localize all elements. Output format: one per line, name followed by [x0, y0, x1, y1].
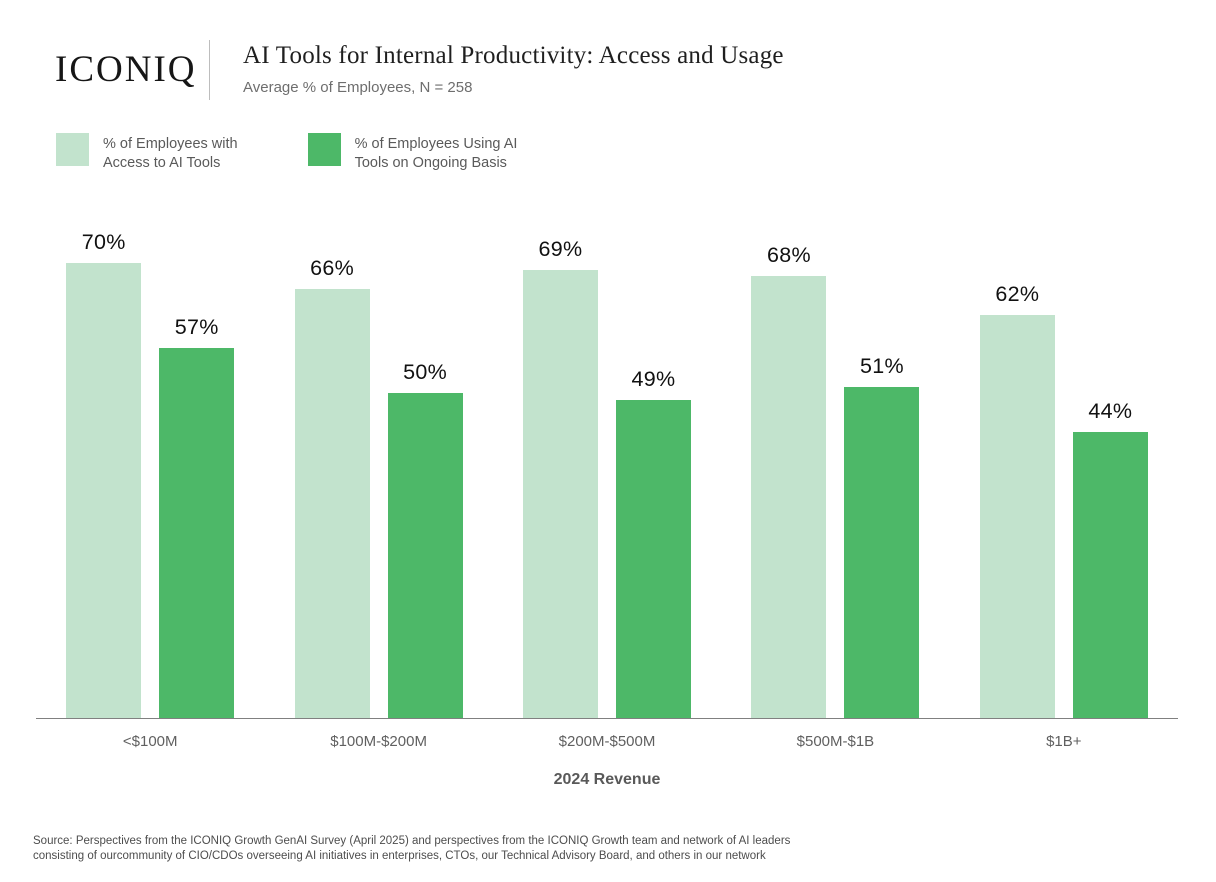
legend-item-usage: % of Employees Using AI Tools on Ongoing…	[307, 133, 518, 173]
bar-access	[979, 315, 1055, 718]
bar-group: 70% 57%	[36, 207, 264, 718]
bar-group: 62% 44%	[950, 207, 1178, 718]
bar-value-label: 50%	[403, 360, 448, 384]
bar-value-label: 44%	[1088, 399, 1133, 423]
bar-col-usage: 49%	[616, 366, 692, 718]
x-axis-category-label: $200M-$500M	[558, 733, 656, 750]
bar-col-access: 66%	[294, 256, 370, 718]
source-line-1: Source: Perspectives from the ICONIQ Gro…	[33, 835, 791, 848]
source-line-2: consisting of ourcommunity of CIO/CDOs o…	[33, 850, 766, 863]
bar-value-label: 49%	[631, 366, 676, 391]
bar-access	[294, 289, 370, 718]
bar-col-access: 69%	[523, 236, 599, 718]
bar-group: 69% 49%	[493, 207, 721, 718]
bar-chart-plot-area: 70% 57% 66% 50% 69% 49% 68% 51% 62% 44%	[36, 207, 1178, 719]
bar-access	[523, 269, 599, 718]
bar-col-usage: 50%	[387, 360, 463, 718]
x-axis-category-label: <$100M	[122, 733, 178, 750]
bar-value-label: 51%	[859, 353, 904, 378]
bar-col-usage: 57%	[159, 314, 235, 718]
legend-swatch-access	[56, 133, 89, 166]
x-axis-title: 2024 Revenue	[553, 771, 661, 788]
x-axis-category-label: $500M-$1B	[796, 733, 875, 750]
bar-usage	[159, 347, 235, 718]
bar-usage	[616, 399, 692, 718]
bar-col-usage: 44%	[1072, 399, 1148, 718]
x-axis-category-label: $100M-$200M	[330, 733, 427, 750]
bar-value-label: 68%	[766, 243, 811, 267]
bar-usage	[1072, 432, 1148, 718]
legend-label-access: % of Employees with Access to AI Tools	[103, 136, 238, 172]
bar-value-label: 66%	[310, 256, 355, 280]
source-note: Source: Perspectives from the ICONIQ Gro…	[33, 834, 790, 864]
bar-access	[66, 263, 142, 718]
iconiq-logo: ICONIQ	[55, 49, 197, 90]
bar-col-access: 62%	[979, 282, 1055, 718]
bar-value-label: 70%	[81, 230, 126, 254]
bar-value-label: 57%	[174, 314, 219, 339]
bar-group: 68% 51%	[721, 207, 949, 718]
bar-value-label: 69%	[538, 236, 583, 261]
legend-label-usage: % of Employees Using AI Tools on Ongoing…	[354, 136, 518, 172]
bar-col-access: 68%	[751, 243, 827, 718]
bar-usage	[387, 393, 463, 718]
x-axis-category-label: $1B+	[1046, 733, 1082, 750]
header: ICONIQ AI Tools for Internal Productivit…	[0, 0, 1216, 100]
bar-group: 66% 50%	[264, 207, 492, 718]
x-axis-category-labels: <$100M $100M-$200M $200M-$500M $500M-$1B $1B…	[36, 733, 1178, 750]
bar-value-label: 62%	[995, 282, 1040, 306]
page-subtitle: Average % of Employees, N = 258	[243, 79, 473, 96]
bar-col-access: 70%	[66, 230, 142, 718]
page-title: AI Tools for Internal Productivity: Acce…	[243, 42, 784, 69]
title-block: AI Tools for Internal Productivity: Acce…	[243, 40, 784, 96]
legend-item-access: % of Employees with Access to AI Tools	[56, 133, 238, 173]
bar-usage	[844, 386, 920, 718]
bar-access	[751, 276, 827, 718]
legend-swatch-usage	[307, 133, 341, 166]
chart-legend: % of Employees with Access to AI Tools %…	[56, 133, 1216, 173]
bar-col-usage: 51%	[844, 353, 920, 718]
header-divider	[209, 40, 210, 100]
